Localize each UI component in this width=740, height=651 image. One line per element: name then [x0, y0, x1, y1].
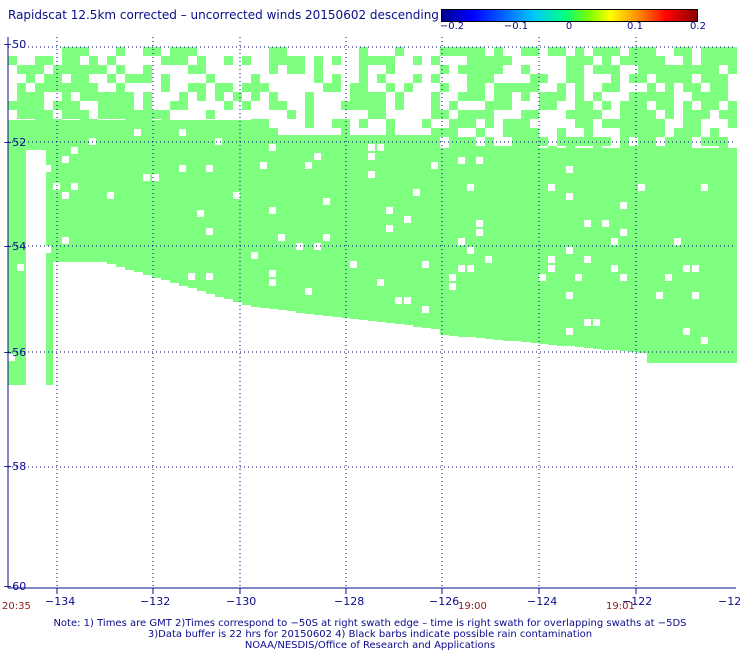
graticule	[8, 37, 736, 594]
time-label: 20:35	[2, 601, 31, 612]
colorbar	[441, 9, 698, 22]
lat-tick-label: −58	[3, 460, 26, 473]
lon-tick-label: −122	[622, 595, 652, 608]
lon-tick-label: −128	[334, 595, 364, 608]
note-line-3: NOAA/NESDIS/Office of Research and Appli…	[244, 640, 496, 651]
colorbar-label-neg-0.2: −0.2	[439, 21, 465, 32]
lat-tick-label: −60	[3, 580, 26, 593]
lon-tick-label: −12	[718, 595, 740, 608]
lat-tick-label: −56	[3, 346, 26, 359]
note-line-1: Note: 1) Times are GMT 2)Times correspon…	[53, 618, 687, 629]
lon-tick-label: −132	[140, 595, 170, 608]
lat-tick-label: −50	[3, 38, 26, 51]
colorbar-label-0.2: 0.2	[690, 21, 706, 32]
colorbar-label-neg-0.1: −0.1	[503, 21, 529, 32]
lon-tick-label: −126	[429, 595, 459, 608]
note-line-2: 3)Data buffer is 22 hrs for 20150602 4) …	[147, 629, 593, 640]
lat-tick-label: −54	[3, 240, 26, 253]
lon-tick-label: −124	[527, 595, 557, 608]
colorbar-label-0.1: 0.1	[627, 21, 643, 32]
colorbar-label-zero: 0	[565, 21, 573, 32]
map-title: Rapidscat 12.5km corrected – uncorrected…	[8, 8, 439, 22]
time-label: 19:01	[606, 601, 635, 612]
wind-swath-coverage	[8, 47, 737, 385]
lon-tick-label: −130	[226, 595, 256, 608]
lon-tick-label: −134	[45, 595, 75, 608]
map-frame	[7, 37, 736, 589]
time-label: 19:00	[458, 601, 487, 612]
lat-tick-label: −52	[3, 136, 26, 149]
swath-gaps	[8, 129, 708, 385]
